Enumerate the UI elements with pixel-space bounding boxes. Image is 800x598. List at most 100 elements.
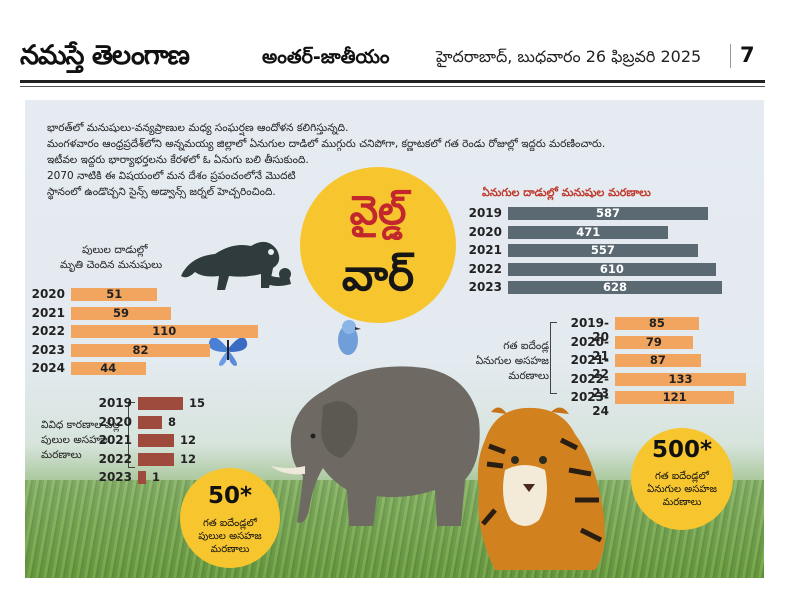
page-number: 7 xyxy=(740,43,755,67)
caption-line: పులుల దాడుల్లో xyxy=(82,244,148,256)
elephant-deaths-badge xyxy=(631,428,733,530)
data-label: 59 xyxy=(113,305,130,320)
data-label: 628 xyxy=(602,280,627,295)
bar xyxy=(615,391,735,404)
data-label: 587 xyxy=(595,206,620,220)
page-number-divider xyxy=(730,44,731,68)
masthead-rule-thin xyxy=(20,86,765,87)
category-label: 2021-22 xyxy=(570,353,609,381)
category-label: 2019 xyxy=(98,396,132,410)
tiger-badge-number: 50* xyxy=(207,483,253,509)
intro-line: మంగళవారం ఆంధ్రప్రదేశ్‌లోని అన్నమయ్య జిల్… xyxy=(47,138,606,150)
category-label: 2022-23 xyxy=(570,371,609,400)
intro-line: భారత్‌లో మనుషులు-వన్యప్రాణుల మధ్య సంఘర్ష… xyxy=(47,122,349,134)
tiger-attack-illustration-icon xyxy=(181,241,291,290)
infographic-panel: భారత్‌లో మనుషులు-వన్యప్రాణుల మధ్య సంఘర్ష… xyxy=(25,100,764,578)
category-label: 2021 xyxy=(31,305,65,320)
caption-line: గత ఐదేండ్ల xyxy=(503,340,549,352)
tiger-chart-brace xyxy=(128,402,135,468)
tiger-photo-icon xyxy=(477,407,605,570)
title-war: వార్ xyxy=(341,250,415,301)
elephant-attack-deaths-title: ఏనుగుల దాడుల్లో మనుషుల మరణాలు xyxy=(482,186,651,199)
elephant-chart-brace xyxy=(550,322,557,394)
category-label: 2024 xyxy=(31,361,65,375)
bird-icon xyxy=(338,320,361,355)
bar xyxy=(615,335,693,349)
category-label: 2021 xyxy=(468,243,502,258)
elephant-unnatural-deaths-title: గత ఐదేండ్ల ఏనుగుల అసహజ మరణాలు xyxy=(469,339,549,384)
bar xyxy=(71,343,211,357)
category-label: 2020-21 xyxy=(570,334,609,363)
badge-line: పులుల అసహజ xyxy=(198,531,262,542)
tiger-badge-text: గత ఐదేండ్లలో పులుల అసహజ మరణాలు xyxy=(180,517,280,556)
data-label: 15 xyxy=(189,396,206,410)
masthead: నమస్తే తెలంగాణ అంతర్-జాతీయం హైదరాబాద్, బ… xyxy=(0,0,800,96)
dateline: హైదరాబాద్, బుధవారం 26 ఫిబ్రవరి 2025 xyxy=(436,47,702,66)
category-label: 2022 xyxy=(468,261,502,276)
category-label: 2023 xyxy=(468,280,502,295)
title-circle xyxy=(300,167,456,323)
category-label: 2021 xyxy=(98,433,132,447)
caption-line: మరణాలు xyxy=(41,449,82,461)
category-label: 2020 xyxy=(468,224,502,239)
category-label: 2020 xyxy=(31,287,65,301)
elephant-badge-number: 500* xyxy=(651,437,713,463)
data-label: 85 xyxy=(648,316,665,330)
category-label: 2023-24 xyxy=(570,390,609,418)
bar xyxy=(508,281,722,295)
caption-line: ఏనుగుల అసహజ xyxy=(475,355,549,367)
bar xyxy=(71,362,146,375)
intro-line: 2070 నాటికి ఈ విషయంలో మన దేశం ప్రపంచంలోన… xyxy=(47,170,296,182)
bar xyxy=(508,262,716,276)
category-label: 2023 xyxy=(31,342,65,357)
elephant-photo-icon xyxy=(271,366,480,526)
data-label: 12 xyxy=(180,433,197,447)
data-label: 110 xyxy=(152,324,177,338)
category-label: 2022 xyxy=(31,324,65,338)
category-label: 2019 xyxy=(468,206,502,220)
title-wild: వైల్డ్ xyxy=(349,188,407,234)
bar xyxy=(138,434,174,447)
badge-line: మరణాలు xyxy=(210,544,250,555)
bar xyxy=(71,288,158,301)
badge-line: గత ఐదేండ్లలో xyxy=(655,471,709,482)
bar xyxy=(615,317,699,330)
badge-line: మరణాలు xyxy=(662,497,702,508)
data-label: 1 xyxy=(152,470,161,484)
caption-line: వివిధ కారణాల వల్ల xyxy=(41,419,120,431)
category-label: 2019-20 xyxy=(570,316,609,344)
data-label: 87 xyxy=(649,353,666,367)
category-label: 2023 xyxy=(98,470,132,484)
bar xyxy=(71,325,258,338)
section-title: అంతర్-జాతీయం xyxy=(262,46,390,68)
data-label: 12 xyxy=(180,451,197,466)
data-label: 51 xyxy=(106,287,123,301)
intro-line: ఇటీవల ఇద్దరు భార్యాభర్తలను కేరళలో ఓ ఏనుగ… xyxy=(47,154,309,166)
masthead-rule xyxy=(20,80,765,83)
data-label: 121 xyxy=(662,390,687,404)
bar xyxy=(615,354,701,367)
butterfly-icon xyxy=(208,337,248,366)
bar xyxy=(71,306,172,320)
caption-line: పులుల అసహజ xyxy=(41,434,108,446)
intro-line: స్థానంలో ఉండొచ్చని సైన్స్ అడ్వాన్స్ జర్న… xyxy=(47,186,276,198)
tiger-unnatural-deaths-title: వివిధ కారణాల వల్ల పులుల అసహజ మరణాలు xyxy=(41,418,120,463)
caption-line: మృతి చెందిన మనుషులు xyxy=(60,259,163,271)
badge-line: ఏనుగుల అసహజ xyxy=(647,484,717,495)
bar xyxy=(138,415,162,429)
data-label: 471 xyxy=(576,224,601,239)
data-label: 8 xyxy=(168,414,177,429)
data-label: 610 xyxy=(599,261,624,276)
category-label: 2022 xyxy=(98,451,132,466)
bar xyxy=(508,244,698,258)
tiger-attack-deaths-title: పులుల దాడుల్లో మృతి చెందిన మనుషులు xyxy=(60,243,162,273)
caption-line: మరణాలు xyxy=(508,370,549,382)
bar xyxy=(138,452,174,466)
newspaper-logo: నమస్తే తెలంగాణ xyxy=(20,40,190,71)
badge-line: గత ఐదేండ్లలో xyxy=(203,518,257,529)
data-label: 133 xyxy=(668,371,693,386)
bar xyxy=(138,471,146,484)
elephant-badge-text: గత ఐదేండ్లలో ఏనుగుల అసహజ మరణాలు xyxy=(631,470,733,509)
data-label: 82 xyxy=(132,342,149,357)
data-label: 557 xyxy=(590,243,615,258)
